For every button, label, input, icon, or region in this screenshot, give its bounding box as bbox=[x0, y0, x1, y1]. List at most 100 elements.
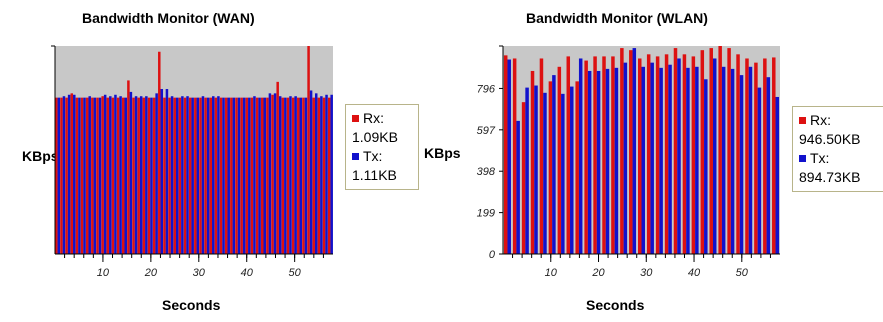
tx-bar bbox=[196, 97, 200, 254]
tx-bar bbox=[170, 96, 174, 255]
rx-bar bbox=[682, 54, 687, 254]
rx-bar bbox=[96, 97, 99, 254]
x-tick-label: 50 bbox=[289, 267, 302, 279]
rx-bar bbox=[111, 97, 115, 254]
x-tick-label: 10 bbox=[97, 267, 110, 279]
rx-bar bbox=[250, 97, 254, 254]
rx-bar bbox=[132, 97, 135, 254]
chart-title: Bandwidth Monitor (WLAN) bbox=[526, 10, 708, 26]
tx-bar bbox=[278, 96, 282, 255]
x-axis-label: Seconds bbox=[586, 297, 645, 313]
tx-bar bbox=[129, 91, 133, 255]
rx-bar bbox=[75, 97, 79, 254]
rx-bar bbox=[85, 97, 89, 254]
rx-bar bbox=[664, 54, 669, 254]
wan-chart-panel: Bandwidth Monitor (WAN) KBps 10 20 30 40 50 … bbox=[0, 0, 440, 322]
tx-bar bbox=[78, 97, 81, 254]
tx-bar bbox=[325, 94, 328, 255]
rx-bar bbox=[214, 97, 218, 254]
rx-bar bbox=[638, 58, 642, 255]
rx-bar bbox=[127, 80, 130, 255]
tx-bar bbox=[570, 86, 574, 254]
tx-bar bbox=[757, 87, 762, 254]
rx-bar bbox=[602, 56, 606, 255]
rx-bar bbox=[317, 97, 321, 254]
rx-bar bbox=[178, 97, 182, 254]
y-tick-label: 0 bbox=[489, 249, 496, 261]
tx-bar bbox=[212, 96, 215, 255]
legend-rx-label: Rx: bbox=[810, 112, 831, 128]
rx-bar bbox=[91, 97, 94, 254]
rx-bar bbox=[584, 60, 588, 255]
y-axis-label: KBps bbox=[22, 148, 59, 164]
rx-bar bbox=[142, 97, 146, 254]
tx-bar bbox=[721, 66, 726, 254]
legend-rx-value: 1.09KB bbox=[352, 129, 398, 145]
rx-bar bbox=[168, 97, 171, 254]
rx-bar bbox=[655, 56, 660, 255]
legend-rx-value: 946.50KB bbox=[799, 131, 861, 147]
x-tick-label: 20 bbox=[591, 267, 605, 279]
rx-bar bbox=[106, 97, 110, 254]
tx-bar bbox=[217, 96, 220, 255]
tx-bar bbox=[124, 97, 127, 254]
rx-bar bbox=[276, 81, 279, 254]
rx-bar bbox=[566, 56, 571, 255]
legend-tx-value: 894.73KB bbox=[799, 169, 861, 185]
tx-bar bbox=[775, 96, 780, 255]
rx-bar bbox=[245, 97, 249, 254]
tx-bar bbox=[201, 96, 205, 255]
tx-bar bbox=[73, 94, 76, 255]
rx-bar bbox=[255, 97, 259, 254]
tx-bar bbox=[114, 94, 117, 255]
rx-bar bbox=[137, 97, 140, 254]
chart-title: Bandwidth Monitor (WAN) bbox=[82, 10, 255, 26]
rx-bar bbox=[291, 97, 295, 254]
rx-bar bbox=[266, 97, 269, 254]
tx-bar bbox=[650, 62, 654, 254]
x-tick-label: 50 bbox=[736, 267, 749, 279]
tx-bar bbox=[160, 89, 164, 254]
rx-bar bbox=[620, 48, 624, 254]
tx-bar bbox=[268, 93, 272, 254]
legend: Rx: 1.09KB Tx: 1.11KB bbox=[345, 104, 419, 190]
tx-bar bbox=[273, 93, 277, 254]
rx-bar bbox=[539, 58, 544, 255]
tx-bar bbox=[103, 94, 107, 255]
x-axis-label: Seconds bbox=[162, 297, 221, 313]
rx-bar bbox=[530, 70, 535, 255]
tx-bar bbox=[181, 96, 184, 255]
rx-bar bbox=[772, 57, 776, 254]
plot-background bbox=[55, 46, 333, 254]
rx-bar bbox=[188, 97, 192, 254]
tx-bar bbox=[237, 97, 241, 254]
rx-bar bbox=[297, 97, 300, 254]
rx-bar bbox=[224, 97, 228, 254]
legend-tx-row: Tx: bbox=[799, 149, 883, 168]
rx-bar bbox=[727, 48, 731, 254]
tx-bar bbox=[552, 75, 556, 255]
rx-bar bbox=[307, 46, 310, 254]
rx-bar bbox=[575, 81, 579, 254]
tx-bar bbox=[145, 96, 148, 255]
tx-swatch bbox=[799, 154, 806, 162]
rx-bar bbox=[281, 97, 285, 254]
rx-bar bbox=[646, 54, 651, 254]
tx-bar bbox=[294, 96, 297, 255]
rx-bar bbox=[700, 50, 705, 254]
tx-bar bbox=[109, 96, 112, 255]
rx-bar bbox=[147, 97, 151, 254]
tx-bar bbox=[623, 62, 628, 254]
rx-bar bbox=[673, 48, 678, 254]
rx-bar bbox=[512, 58, 517, 255]
tx-bar bbox=[704, 79, 708, 254]
legend-rx-row: Rx: bbox=[799, 111, 883, 130]
tx-bar bbox=[242, 97, 246, 254]
rx-bar bbox=[754, 62, 758, 254]
rx-bar bbox=[158, 51, 161, 254]
rx-bar bbox=[548, 81, 553, 254]
legend-tx-label: Tx: bbox=[810, 150, 830, 166]
y-tick-label: 199 bbox=[477, 208, 495, 220]
tx-bar bbox=[253, 96, 256, 255]
x-tick-label: 40 bbox=[241, 267, 254, 279]
